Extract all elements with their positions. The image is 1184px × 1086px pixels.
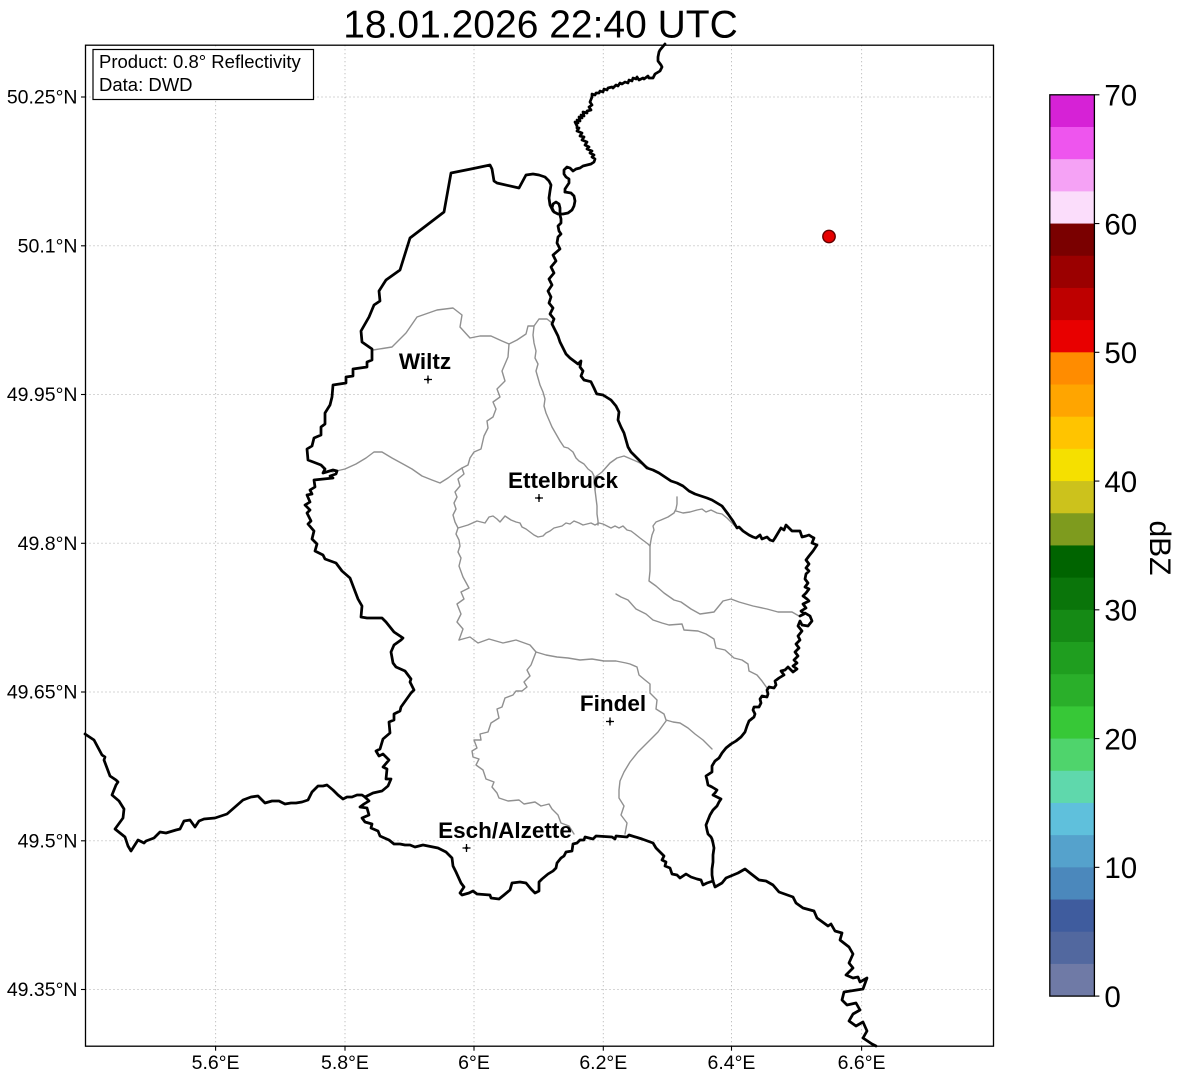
svg-text:Wiltz: Wiltz (399, 349, 451, 374)
svg-text:Findel: Findel (580, 691, 646, 716)
svg-text:6°E: 6°E (458, 1052, 490, 1074)
svg-text:49.95°N: 49.95°N (7, 384, 78, 406)
svg-text:dBZ: dBZ (1143, 520, 1176, 575)
svg-text:18.01.2026 22:40 UTC: 18.01.2026 22:40 UTC (343, 4, 738, 47)
svg-text:30: 30 (1104, 595, 1137, 628)
svg-text:49.5°N: 49.5°N (18, 830, 78, 852)
svg-text:50.1°N: 50.1°N (18, 235, 78, 257)
svg-text:49.65°N: 49.65°N (7, 682, 78, 704)
svg-text:Data: DWD: Data: DWD (99, 74, 193, 95)
svg-text:49.35°N: 49.35°N (7, 979, 78, 1001)
svg-text:6.4°E: 6.4°E (708, 1052, 756, 1074)
svg-text:6.6°E: 6.6°E (838, 1052, 886, 1074)
svg-text:0: 0 (1104, 981, 1120, 1014)
svg-text:40: 40 (1104, 466, 1137, 499)
svg-text:6.2°E: 6.2°E (579, 1052, 627, 1074)
svg-text:Ettelbruck: Ettelbruck (508, 468, 619, 493)
svg-text:5.8°E: 5.8°E (321, 1052, 369, 1074)
svg-text:5.6°E: 5.6°E (192, 1052, 240, 1074)
svg-text:50: 50 (1104, 337, 1137, 370)
svg-text:60: 60 (1104, 208, 1137, 241)
svg-text:70: 70 (1104, 80, 1137, 113)
svg-text:50.25°N: 50.25°N (7, 87, 78, 109)
svg-text:20: 20 (1104, 723, 1137, 756)
svg-text:10: 10 (1104, 852, 1137, 885)
svg-text:Esch/Alzette: Esch/Alzette (438, 818, 572, 843)
svg-text:Product: 0.8° Reflectivity: Product: 0.8° Reflectivity (99, 51, 301, 72)
svg-text:49.8°N: 49.8°N (18, 533, 78, 555)
